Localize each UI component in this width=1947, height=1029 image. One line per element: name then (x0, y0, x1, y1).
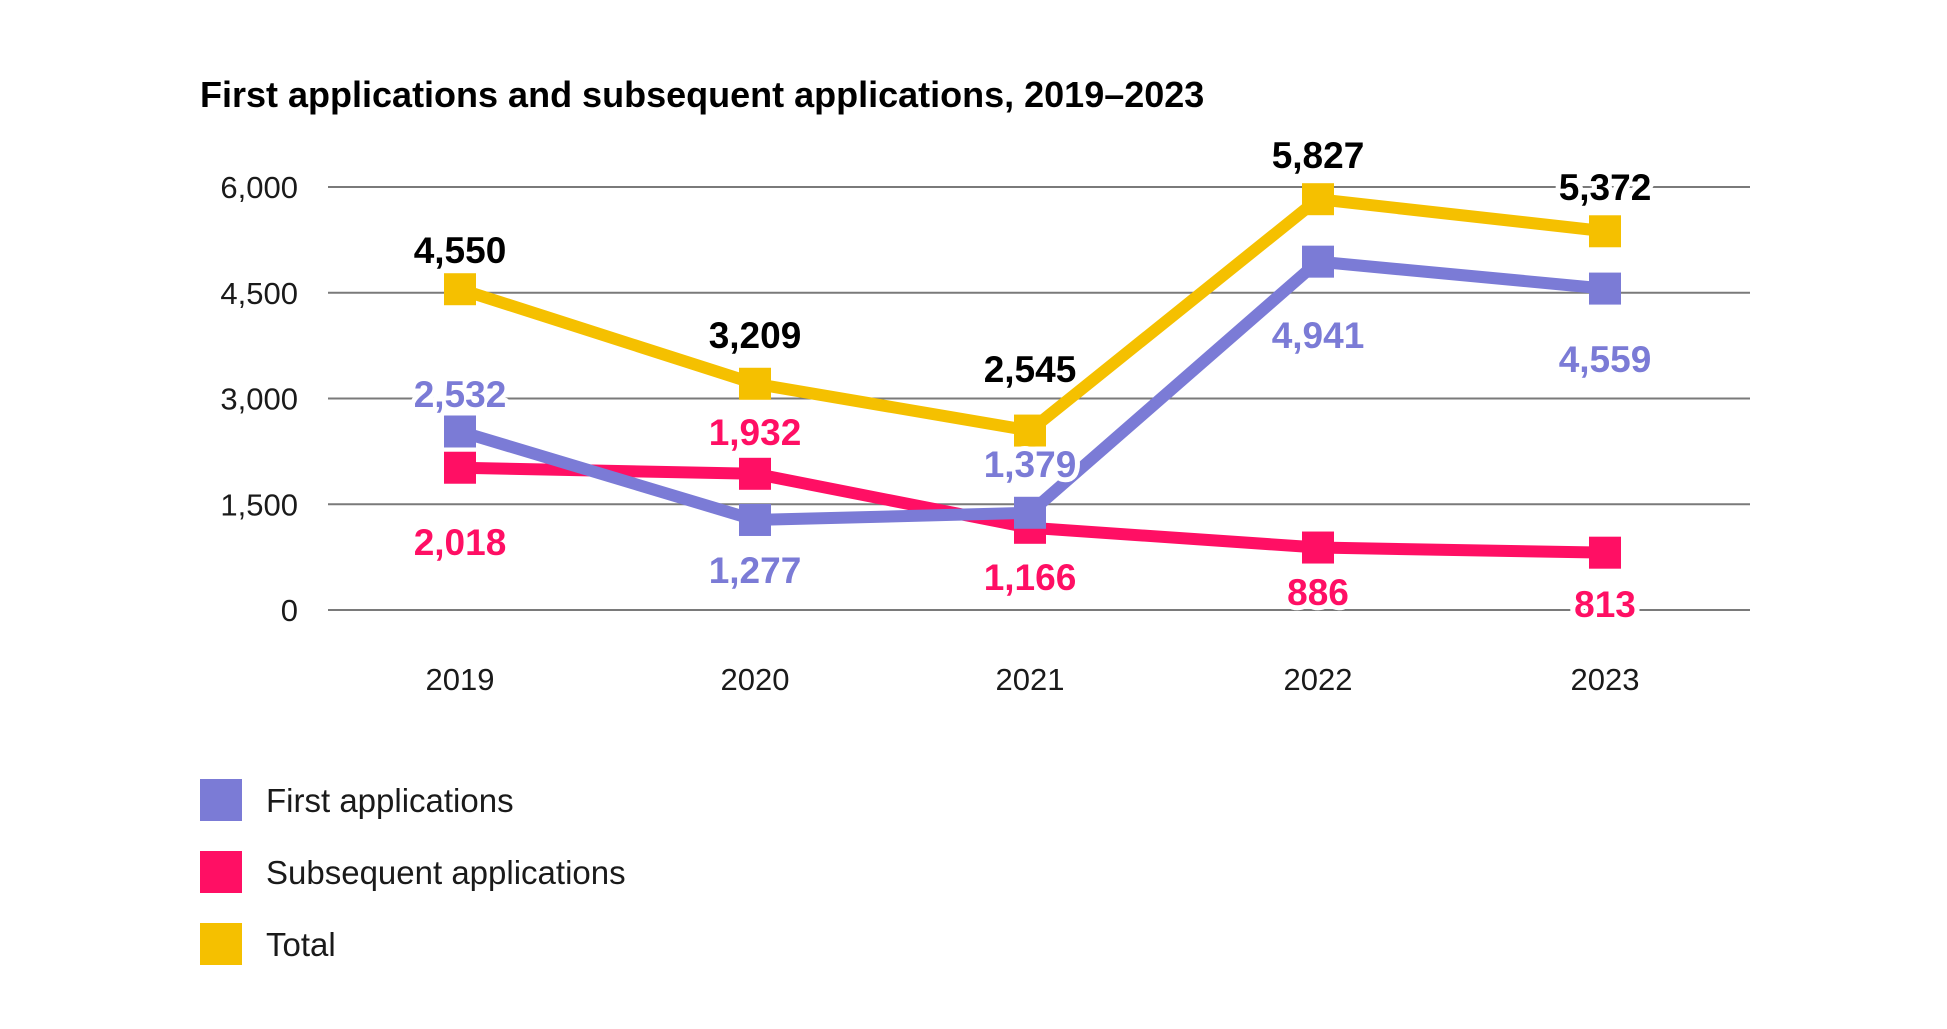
data-point (1302, 245, 1334, 278)
data-label-first-applications: 1,277 (709, 550, 802, 591)
x-tick-label: 2021 (996, 662, 1065, 697)
data-label-first-applications: 1,379 (984, 444, 1077, 485)
grid (328, 186, 1750, 611)
x-tick-label: 2020 (721, 662, 790, 697)
y-tick-label: 6,000 (220, 170, 298, 205)
data-point (1014, 496, 1046, 529)
data-label-subsequent-applications: 886 (1287, 572, 1349, 613)
data-label-total: 4,550 (414, 230, 507, 271)
legend-swatch (200, 923, 242, 965)
chart-title: First applications and subsequent applic… (200, 74, 1204, 115)
legend-label: First applications (266, 782, 514, 819)
legend-label: Total (266, 926, 336, 963)
data-point (739, 457, 771, 490)
legend-swatch (200, 851, 242, 893)
x-tick-label: 2023 (1571, 662, 1640, 697)
legend-swatch (200, 779, 242, 821)
data-labels: 2,532 1,277 1,379 4,941 4,559 2,018 1,932 1,166… (409, 130, 1657, 630)
data-label-total: 5,372 (1559, 167, 1652, 208)
data-point (444, 451, 476, 484)
legend: First applications Subsequent application… (200, 779, 626, 965)
y-axis-ticks: 0 1,500 3,000 4,500 6,000 (220, 170, 298, 628)
data-point (739, 503, 771, 536)
data-label-first-applications: 4,941 (1272, 315, 1365, 356)
data-label-subsequent-applications: 1,166 (984, 557, 1077, 598)
data-point (1589, 272, 1621, 305)
x-axis-ticks: 2019 2020 2021 2022 2023 (426, 662, 1640, 697)
data-point (444, 415, 476, 448)
data-point (444, 273, 476, 306)
data-label-total: 2,545 (984, 349, 1077, 390)
data-label-subsequent-applications: 2,018 (414, 522, 507, 563)
x-tick-label: 2022 (1284, 662, 1353, 697)
series-first-applications (444, 245, 1621, 536)
data-point (1589, 215, 1621, 248)
y-tick-label: 1,500 (220, 487, 298, 522)
data-label-subsequent-applications: 1,932 (709, 412, 802, 453)
data-label-total: 5,827 (1272, 135, 1365, 176)
series-line-total (458, 193, 1606, 437)
x-tick-label: 2019 (426, 662, 495, 697)
data-label-total: 3,209 (709, 315, 802, 356)
data-point (1302, 531, 1334, 564)
series-total (444, 183, 1621, 447)
data-label-subsequent-applications: 813 (1574, 584, 1636, 625)
data-label-first-applications: 2,532 (414, 374, 507, 415)
data-label-first-applications: 4,559 (1559, 339, 1652, 380)
series-lines (444, 183, 1621, 569)
data-point (739, 367, 771, 400)
data-point (1302, 183, 1334, 216)
data-point (1014, 414, 1046, 447)
legend-label: Subsequent applications (266, 854, 626, 891)
data-point (1589, 536, 1621, 569)
y-tick-label: 0 (281, 593, 298, 628)
y-tick-label: 4,500 (220, 276, 298, 311)
y-tick-label: 3,000 (220, 382, 298, 417)
